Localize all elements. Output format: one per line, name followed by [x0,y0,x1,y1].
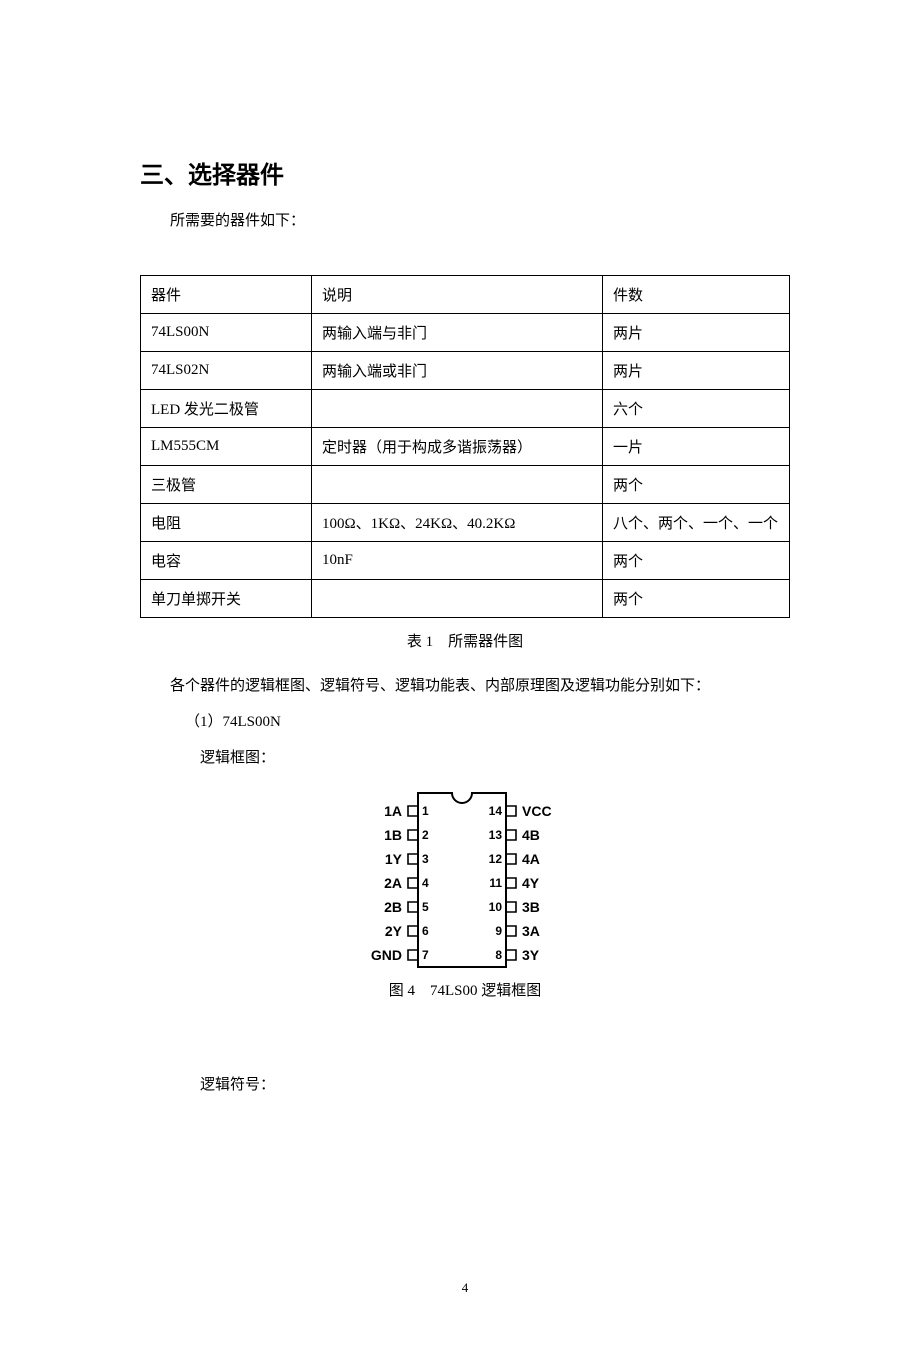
components-table: 器件说明件数74LS00N两输入端与非门两片74LS02N两输入端或非门两片LE… [140,275,790,618]
chip-pin-box [506,854,516,864]
table-cell: 两个 [603,542,790,580]
chip-pin-label: 1B [384,827,402,843]
chip-pin-number: 3 [422,852,429,866]
table-cell: 两个 [603,466,790,504]
item-1-label: （1）74LS00N [140,707,790,737]
chip-pin-box [506,806,516,816]
table-row: 单刀单掷开关 两个 [141,580,790,618]
table-header-row: 器件说明件数 [141,276,790,314]
chip-pin-label: 3A [522,923,540,939]
chip-pinout-diagram: 1 1A 2 1B 3 1Y 4 2A 5 2B 6 2Y 7 GND 14 VCC 13 4B 12 4A 11 4Y 1… [358,791,572,969]
chip-pin-label: 4B [522,827,540,843]
chip-caption: 图 4 74LS00 逻辑框图 [140,979,790,1000]
table-cell: 两输入端或非门 [312,352,603,390]
chip-pin-number: 12 [489,852,503,866]
table-header-cell: 说明 [312,276,603,314]
item-1-sub-block-diagram-label: 逻辑框图： [140,743,790,773]
table-cell: 两片 [603,314,790,352]
chip-pin-number: 14 [489,804,503,818]
components-table-body: 器件说明件数74LS00N两输入端与非门两片74LS02N两输入端或非门两片LE… [141,276,790,618]
chip-pin-number: 1 [422,804,429,818]
table-cell: 两片 [603,352,790,390]
chip-pin-box [408,854,418,864]
table-cell: LM555CM [141,428,312,466]
table-cell: 74LS00N [141,314,312,352]
item-1-sub-logic-symbol-label: 逻辑符号： [140,1070,790,1100]
chip-pin-number: 6 [422,924,429,938]
table-header-cell: 器件 [141,276,312,314]
table-cell: 定时器（用于构成多谐振荡器） [312,428,603,466]
chip-pin-label: 1Y [385,851,403,867]
chip-pin-number: 9 [495,924,502,938]
chip-pin-number: 7 [422,948,429,962]
chip-pin-number: 11 [489,876,502,890]
chip-pin-number: 8 [495,948,502,962]
chip-pin-box [408,950,418,960]
table-cell: LED 发光二极管 [141,390,312,428]
chip-pin-label: 3B [522,899,540,915]
table-caption: 表 1 所需器件图 [140,630,790,651]
chip-pin-box [506,878,516,888]
table-cell: 74LS02N [141,352,312,390]
chip-pin-number: 4 [422,876,429,890]
table-cell [312,390,603,428]
chip-pin-box [408,806,418,816]
table-cell: 八个、两个、一个、一个 [603,504,790,542]
section-heading: 三、选择器件 [140,155,790,190]
table-cell: 一片 [603,428,790,466]
chip-pin-number: 2 [422,828,429,842]
table-cell: 单刀单掷开关 [141,580,312,618]
chip-pin-label: 4A [522,851,540,867]
table-cell: 三极管 [141,466,312,504]
chip-pin-number: 5 [422,900,429,914]
page-number: 4 [140,1280,790,1296]
table-row: 74LS00N两输入端与非门两片 [141,314,790,352]
table-cell: 两个 [603,580,790,618]
chip-pin-box [506,830,516,840]
chip-pin-label: GND [371,947,402,963]
chip-diagram-container: 1 1A 2 1B 3 1Y 4 2A 5 2B 6 2Y 7 GND 14 VCC 13 4B 12 4A 11 4Y 1… [140,791,790,969]
chip-pin-label: 1A [384,803,402,819]
chip-pin-label: 2Y [385,923,403,939]
table-cell: 两输入端与非门 [312,314,603,352]
table-header-cell: 件数 [603,276,790,314]
table-cell: 电容 [141,542,312,580]
chip-pin-box [408,926,418,936]
chip-pin-box [408,902,418,912]
chip-pin-label: VCC [522,803,552,819]
table-cell: 10nF [312,542,603,580]
chip-pin-number: 10 [489,900,503,914]
table-cell [312,466,603,504]
chip-pin-box [506,926,516,936]
chip-pin-label: 2A [384,875,402,891]
table-row: 电阻100Ω、1KΩ、24KΩ、40.2KΩ八个、两个、一个、一个 [141,504,790,542]
chip-pin-box [506,950,516,960]
chip-pin-box [506,902,516,912]
chip-pin-label: 4Y [522,875,540,891]
chip-pin-label: 3Y [522,947,540,963]
chip-pin-number: 13 [489,828,503,842]
table-row: LM555CM定时器（用于构成多谐振荡器）一片 [141,428,790,466]
table-row: 三极管 两个 [141,466,790,504]
table-row: 74LS02N两输入端或非门两片 [141,352,790,390]
chip-pin-box [408,878,418,888]
table-row: LED 发光二极管 六个 [141,390,790,428]
chip-pin-box [408,830,418,840]
table-cell: 六个 [603,390,790,428]
paragraph-after-table: 各个器件的逻辑框图、逻辑符号、逻辑功能表、内部原理图及逻辑功能分别如下： [140,671,790,701]
document-page: 三、选择器件 所需要的器件如下： 器件说明件数74LS00N两输入端与非门两片7… [0,0,920,1356]
table-cell [312,580,603,618]
chip-pin-label: 2B [384,899,402,915]
table-row: 电容10nF两个 [141,542,790,580]
intro-text: 所需要的器件如下： [140,208,790,235]
table-cell: 100Ω、1KΩ、24KΩ、40.2KΩ [312,504,603,542]
table-cell: 电阻 [141,504,312,542]
